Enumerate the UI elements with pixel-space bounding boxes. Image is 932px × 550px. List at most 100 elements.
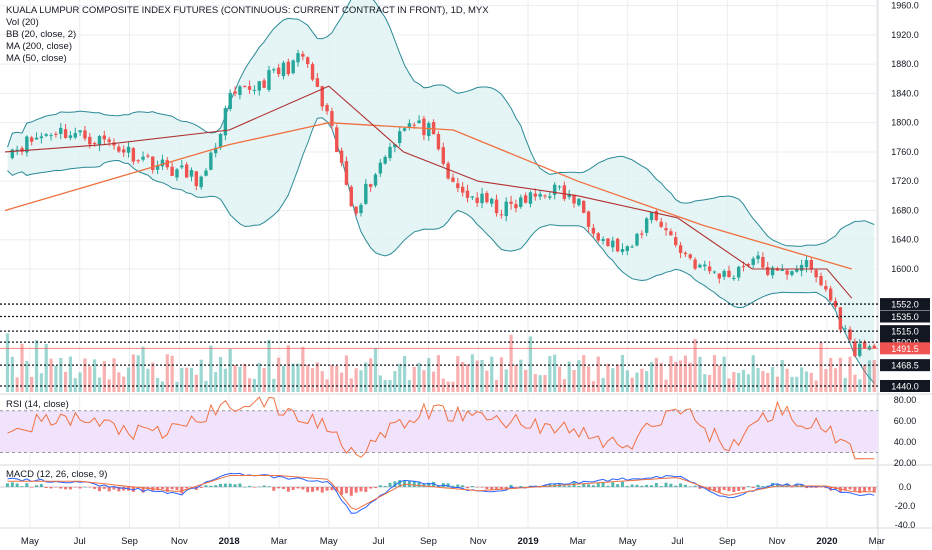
candle-body[interactable]: [640, 233, 644, 235]
candle-body[interactable]: [92, 142, 97, 144]
candle-body[interactable]: [121, 149, 126, 153]
candle-body[interactable]: [349, 186, 353, 207]
candle-body[interactable]: [722, 270, 726, 277]
candle-body[interactable]: [683, 252, 688, 255]
rsi-pane[interactable]: [0, 396, 878, 460]
candle-body[interactable]: [514, 204, 518, 209]
candle-body[interactable]: [644, 218, 649, 233]
candle-body[interactable]: [29, 137, 34, 142]
candle-body[interactable]: [102, 135, 107, 140]
candle-body[interactable]: [557, 186, 562, 188]
candle-body[interactable]: [751, 258, 755, 265]
candle-body[interactable]: [620, 249, 625, 252]
candle-body[interactable]: [698, 264, 702, 268]
candle-body[interactable]: [678, 245, 683, 253]
candle-body[interactable]: [412, 124, 416, 126]
candle-body[interactable]: [310, 64, 315, 80]
candle-body[interactable]: [131, 148, 136, 162]
candle-body[interactable]: [591, 227, 596, 234]
candle-body[interactable]: [441, 147, 445, 164]
candle-body[interactable]: [378, 162, 383, 174]
candle-body[interactable]: [848, 329, 852, 340]
candle-body[interactable]: [577, 198, 581, 206]
candle-body[interactable]: [165, 160, 169, 168]
candle-body[interactable]: [78, 130, 82, 133]
candle-body[interactable]: [499, 214, 504, 216]
candle-body[interactable]: [373, 174, 378, 186]
candle-body[interactable]: [790, 271, 794, 276]
candle-body[interactable]: [218, 133, 223, 148]
candle-body[interactable]: [204, 170, 208, 176]
candle-body[interactable]: [427, 123, 431, 137]
candle-body[interactable]: [465, 190, 470, 198]
candle-body[interactable]: [296, 53, 300, 63]
candle-body[interactable]: [858, 343, 862, 356]
candle-body[interactable]: [315, 78, 320, 87]
candle-body[interactable]: [25, 136, 29, 153]
candle-body[interactable]: [398, 131, 402, 144]
candle-body[interactable]: [339, 150, 344, 163]
candle-body[interactable]: [674, 237, 678, 246]
candle-body[interactable]: [862, 341, 867, 349]
price-pane[interactable]: [0, 0, 878, 392]
candle-body[interactable]: [359, 204, 363, 214]
candle-body[interactable]: [184, 164, 189, 178]
candle-body[interactable]: [39, 136, 44, 139]
candle-body[interactable]: [267, 70, 271, 90]
candle-body[interactable]: [388, 146, 392, 159]
indicator-label-vol[interactable]: Vol (20): [6, 17, 39, 28]
candle-body[interactable]: [780, 269, 784, 272]
candle-body[interactable]: [601, 238, 605, 242]
candle-body[interactable]: [199, 176, 203, 188]
candle-body[interactable]: [664, 228, 668, 231]
candle-body[interactable]: [799, 264, 804, 271]
candle-body[interactable]: [586, 211, 591, 227]
candle-body[interactable]: [509, 201, 513, 204]
candle-body[interactable]: [10, 149, 15, 159]
candle-body[interactable]: [562, 185, 567, 200]
candle-body[interactable]: [707, 266, 712, 272]
candle-body[interactable]: [417, 120, 421, 124]
candle-body[interactable]: [659, 221, 663, 227]
indicator-label-ma200[interactable]: MA (200, close): [6, 41, 72, 52]
candle-body[interactable]: [533, 193, 537, 197]
candle-body[interactable]: [523, 195, 528, 203]
candle-body[interactable]: [490, 198, 494, 204]
candle-body[interactable]: [795, 268, 799, 272]
candle-body[interactable]: [257, 81, 261, 91]
candle-body[interactable]: [247, 86, 252, 90]
macd-pane[interactable]: [0, 472, 878, 514]
candle-body[interactable]: [460, 186, 465, 193]
candle-body[interactable]: [828, 288, 833, 301]
candle-body[interactable]: [552, 184, 557, 195]
candle-body[interactable]: [736, 266, 741, 278]
candle-body[interactable]: [470, 196, 475, 198]
indicator-label-ma50[interactable]: MA (50, close): [6, 53, 67, 64]
candle-body[interactable]: [785, 270, 789, 275]
candle-body[interactable]: [693, 259, 697, 269]
candle-body[interactable]: [727, 270, 731, 278]
candle-body[interactable]: [548, 196, 552, 198]
candle-body[interactable]: [741, 266, 746, 268]
candle-body[interactable]: [107, 139, 111, 143]
candle-body[interactable]: [272, 69, 276, 71]
candle-body[interactable]: [819, 276, 823, 286]
candle-body[interactable]: [649, 212, 654, 221]
candle-body[interactable]: [456, 183, 460, 189]
candle-body[interactable]: [611, 240, 615, 248]
candle-body[interactable]: [223, 108, 228, 136]
candle-body[interactable]: [436, 133, 441, 150]
candle-body[interactable]: [63, 129, 68, 139]
candle-body[interactable]: [286, 61, 291, 75]
candle-body[interactable]: [431, 122, 436, 135]
candle-body[interactable]: [485, 193, 489, 203]
candle-body[interactable]: [475, 197, 479, 203]
candle-body[interactable]: [635, 233, 639, 246]
candle-body[interactable]: [88, 136, 92, 145]
candle-body[interactable]: [170, 166, 174, 176]
candle-body[interactable]: [330, 111, 334, 126]
candle-body[interactable]: [732, 277, 736, 280]
candle-body[interactable]: [97, 136, 102, 146]
candle-body[interactable]: [393, 144, 397, 148]
candle-body[interactable]: [630, 246, 634, 248]
